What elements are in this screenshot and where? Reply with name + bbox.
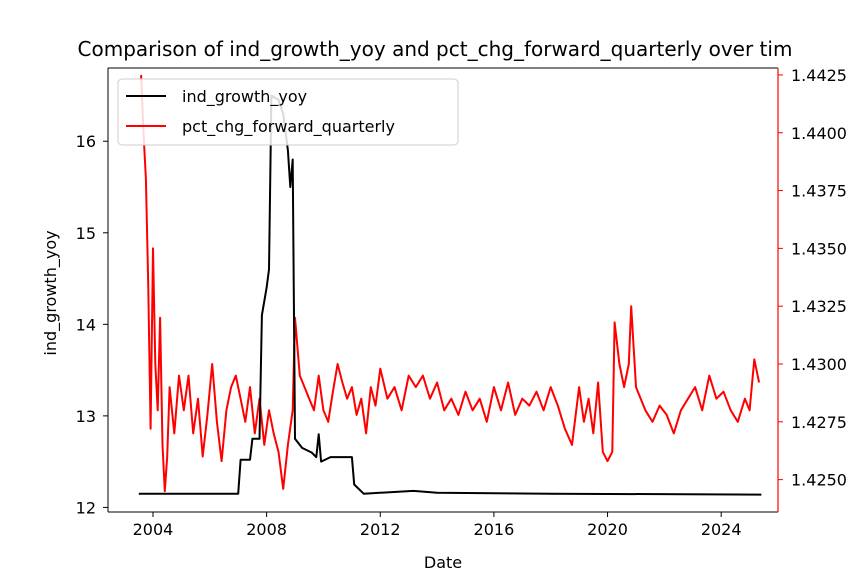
chart-title: Comparison of ind_growth_yoy and pct_chg… — [78, 37, 793, 61]
y-tick-label-right: 1.4300 — [791, 355, 847, 374]
y-tick-label-right: 1.4275 — [791, 413, 847, 432]
x-tick-label: 2024 — [701, 520, 742, 539]
x-tick-label: 2008 — [246, 520, 287, 539]
y-tick-label-right: 1.4425 — [791, 66, 847, 85]
y-tick-label-left: 16 — [76, 132, 96, 151]
series-line-pct-chg-forward-quarterly — [140, 74, 761, 493]
x-tick-label: 2016 — [474, 520, 515, 539]
x-tick-label: 2012 — [360, 520, 401, 539]
x-tick-label: 2004 — [133, 520, 174, 539]
y-tick-label-left: 15 — [76, 224, 96, 243]
y-axis-label-left: ind_growth_yoy — [41, 230, 61, 355]
y-tick-label-left: 14 — [76, 315, 96, 334]
x-axis-label: Date — [424, 553, 462, 572]
y-tick-label-right: 1.4325 — [791, 297, 847, 316]
y-tick-label-right: 1.4250 — [791, 471, 847, 490]
y-tick-label-left: 12 — [76, 498, 96, 517]
x-tick-label: 2020 — [587, 520, 628, 539]
legend-box — [117, 78, 459, 146]
y-tick-label-right: 1.4375 — [791, 182, 847, 201]
y-tick-label-left: 13 — [76, 407, 96, 426]
y-tick-label-right: 1.4350 — [791, 239, 847, 258]
legend-label: pct_chg_forward_quarterly — [182, 117, 395, 137]
series-line-ind-growth-yoy — [138, 94, 762, 496]
y-tick-label-right: 1.4400 — [791, 124, 847, 143]
legend-label: ind_growth_yoy — [182, 87, 307, 107]
